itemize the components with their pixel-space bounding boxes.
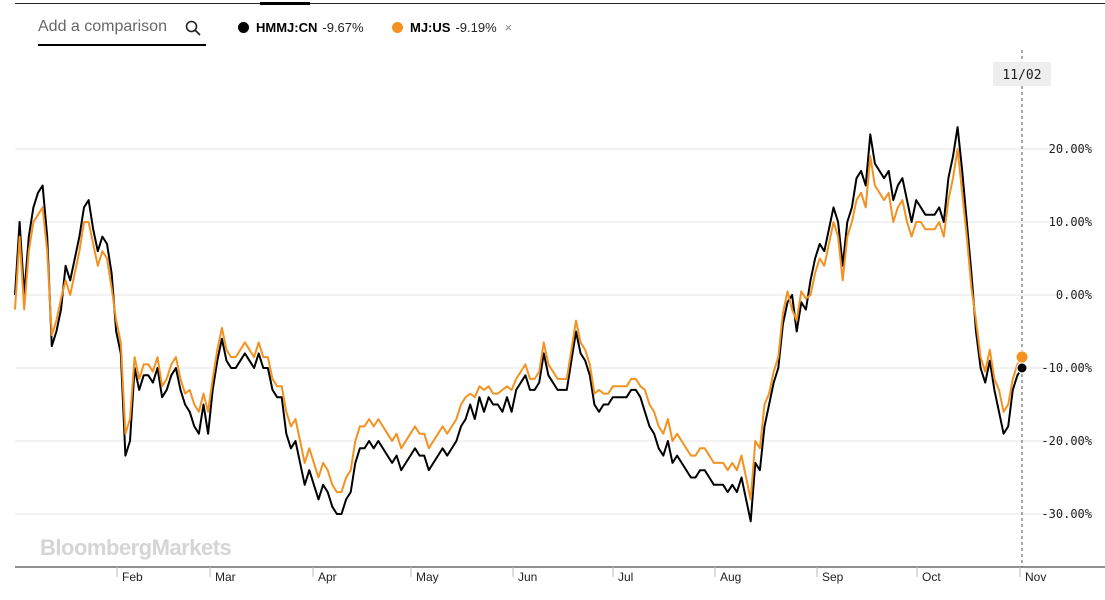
- x-axis: Feb Mar Apr May Jun Jul Aug Sep Oct Nov: [15, 566, 1105, 584]
- search-icon[interactable]: [184, 19, 202, 37]
- x-tick-label: Jun: [518, 570, 537, 584]
- x-tick-label: Apr: [318, 570, 337, 584]
- y-axis: 20.00% 10.00% 0.00% -10.00% -20.00% -30.00%: [1041, 142, 1092, 521]
- y-tick-label: 0.00%: [1056, 288, 1093, 302]
- x-tick-label: May: [416, 570, 439, 584]
- series-line-mj: [14, 148, 1023, 501]
- x-tick-label: Feb: [122, 570, 143, 584]
- bloomberg-watermark: BloombergMarkets: [40, 535, 232, 560]
- legend-symbol: MJ:US: [410, 19, 451, 35]
- x-tick-label: Oct: [922, 570, 941, 584]
- crosshair-point-mj: [1015, 350, 1029, 364]
- crosshair-date-box: [993, 62, 1051, 86]
- comparison-search[interactable]: Add a comparison: [38, 10, 206, 46]
- x-tick-label: Aug: [720, 570, 741, 584]
- x-tick-label: Sep: [822, 570, 844, 584]
- legend-change: -9.19%: [455, 19, 497, 35]
- chart-series: [14, 126, 1023, 523]
- remove-comparison-close-icon[interactable]: ×: [504, 19, 513, 35]
- y-tick-label: -10.00%: [1041, 361, 1092, 375]
- series-color-dot: [238, 21, 249, 33]
- series-line-hmmj: [14, 126, 1023, 523]
- active-tab-indicator: [260, 2, 310, 5]
- crosshair-date-label: 11/02: [1002, 68, 1041, 83]
- legend-item-mj[interactable]: MJ:US -9.19% ×: [392, 17, 512, 37]
- y-tick-label: 20.00%: [1049, 142, 1093, 156]
- series-color-dot: [392, 21, 403, 33]
- legend-symbol: HMMJ:CN: [256, 19, 318, 35]
- crosshair: 11/02: [993, 50, 1051, 567]
- x-tick-label: Nov: [1025, 570, 1046, 584]
- x-tick-label: Mar: [215, 570, 236, 584]
- y-tick-label: -30.00%: [1041, 507, 1092, 521]
- legend-change: -9.67%: [322, 19, 364, 35]
- y-tick-label: 10.00%: [1049, 215, 1093, 229]
- top-rule: [15, 3, 1105, 4]
- y-tick-label: -20.00%: [1041, 434, 1092, 448]
- comparison-search-placeholder: Add a comparison: [38, 18, 167, 35]
- chart-grid: [15, 148, 1095, 515]
- crosshair-point-hmmj: [1016, 362, 1028, 374]
- x-tick-label: Jul: [618, 570, 633, 584]
- legend-item-hmmj[interactable]: HMMJ:CN -9.67%: [238, 17, 364, 37]
